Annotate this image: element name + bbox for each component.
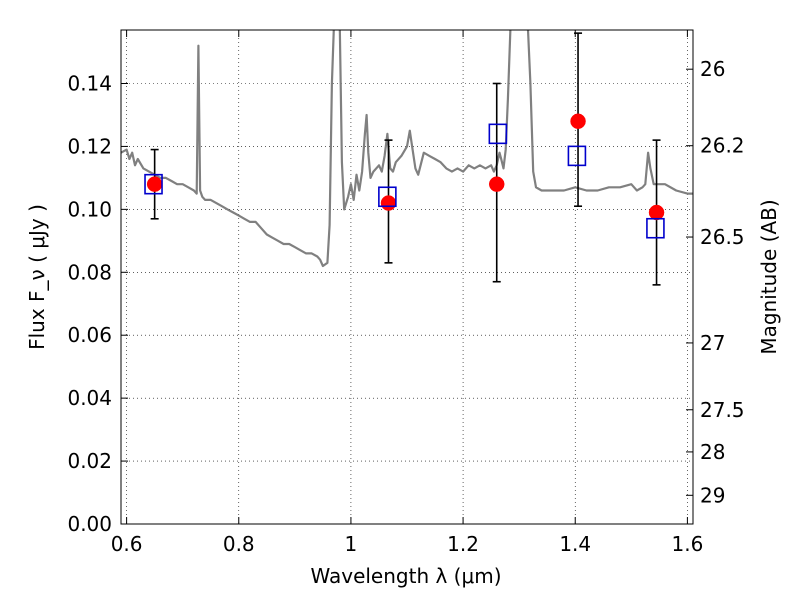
- model-square-point: [646, 217, 665, 239]
- model-square-point: [378, 186, 397, 208]
- grid-lines: [121, 30, 693, 525]
- y-tick-label: 0.14: [67, 71, 112, 95]
- y-tick-label: 0.02: [67, 449, 112, 473]
- observed-point: [570, 113, 586, 129]
- observed-point: [380, 195, 397, 211]
- right-tick-label: 27.5: [700, 398, 745, 422]
- x-tick-label: 0.8: [223, 532, 255, 556]
- right-tick-label: 28: [700, 440, 725, 464]
- model-square-point: [567, 145, 587, 167]
- x-tick-label: 1.6: [671, 532, 703, 556]
- y-tick-label: 0.06: [67, 323, 112, 347]
- x-axis-label: Wavelength λ (μm): [310, 564, 501, 588]
- right-tick-label: 26.5: [700, 225, 745, 249]
- y-tick-label: 0.08: [67, 260, 112, 284]
- axis-ticks: 0.6 0.8 1 1.2 1.4 1.6 0.00 0.02 0.04 0.06 0.08 0.10…: [67, 30, 745, 556]
- right-tick-label: 26.2: [700, 134, 745, 158]
- model-square-point: [488, 123, 508, 145]
- right-axis-label: Magnitude (AB): [757, 199, 781, 354]
- model-square-point: [144, 173, 163, 195]
- right-tick-label: 29: [700, 483, 725, 507]
- data-layer: [121, 30, 693, 286]
- plot-frame: [120, 29, 694, 525]
- observed-point: [648, 204, 665, 221]
- y-tick-label: 0.10: [67, 197, 112, 221]
- observed-point: [146, 176, 163, 192]
- y-tick-label: 0.04: [67, 386, 112, 410]
- right-tick-label: 26: [700, 57, 725, 81]
- y-axis-label: Flux F_ν ( μJy ): [25, 204, 49, 350]
- right-tick-label: 27: [700, 331, 725, 355]
- observed-point: [488, 176, 505, 192]
- x-tick-label: 1.2: [447, 532, 479, 556]
- y-tick-label: 0.00: [67, 512, 112, 536]
- x-tick-label: 0.6: [111, 532, 143, 556]
- x-tick-label: 1: [345, 532, 358, 556]
- model-spectrum-line: [121, 30, 693, 268]
- x-tick-label: 1.4: [559, 532, 591, 556]
- y-tick-label: 0.12: [67, 134, 112, 158]
